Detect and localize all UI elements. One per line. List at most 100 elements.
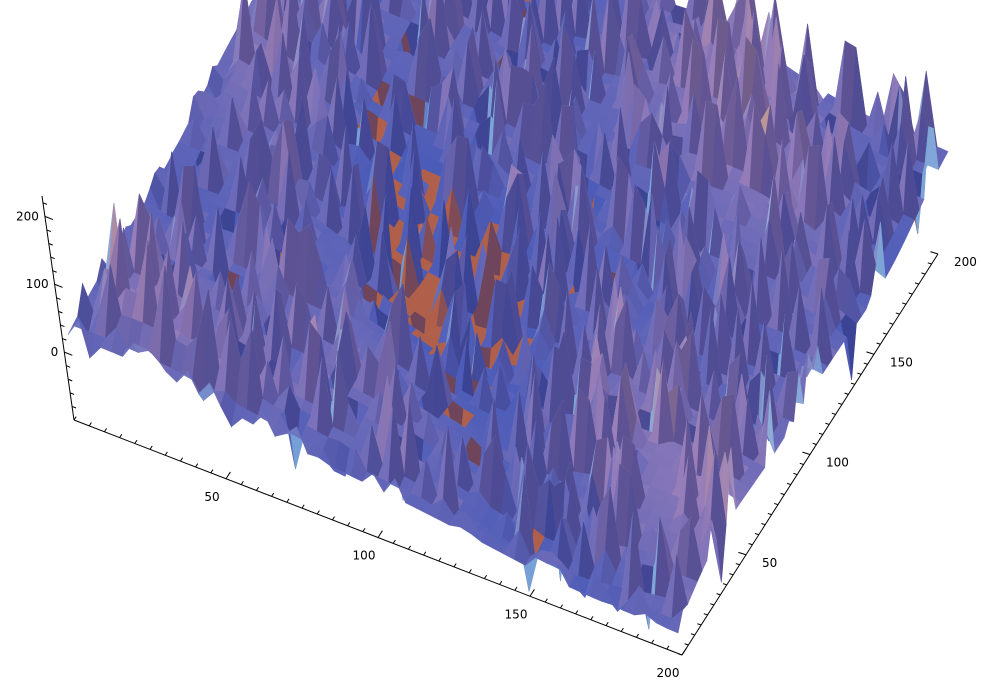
y-tick-mark [930, 251, 939, 255]
y-tick-mark [697, 623, 702, 626]
x-tick-mark [438, 557, 442, 562]
x-tick-mark [453, 563, 457, 568]
y-tick-mark [863, 362, 868, 365]
axes: 50 100 150 200 50 100 150 200 0 100 200 [16, 195, 977, 680]
x-tick-mark [407, 545, 412, 550]
y-tick-mark [882, 332, 887, 335]
surface-patch [666, 608, 684, 634]
x-tick-mark [392, 539, 396, 544]
z-tick-mark [48, 243, 53, 246]
x-tick-mark [590, 616, 594, 621]
y-tick-mark [799, 462, 804, 466]
x-tick-mark [164, 451, 168, 456]
x-tick-mark [179, 457, 184, 462]
x-tick-mark [666, 645, 670, 650]
x-tick-mark [195, 463, 199, 468]
y-tick-mark [857, 372, 862, 375]
y-tick-mark [716, 593, 721, 596]
y-tick-mark [838, 402, 843, 405]
z-tick-mark [58, 310, 63, 314]
z-tick-mark [67, 378, 73, 382]
y-tick-label: 200 [954, 255, 977, 269]
y-tick-mark [767, 512, 772, 516]
x-tick-mark [468, 569, 472, 574]
z-axis-line [41, 195, 75, 421]
surface-mesh [67, 0, 949, 634]
z-tick-mark [54, 283, 63, 288]
x-tick-mark [88, 422, 92, 427]
y-tick-mark [818, 432, 823, 435]
z-tick-label: 0 [51, 345, 59, 359]
y-tick-mark [921, 272, 926, 275]
y-tick-mark [761, 522, 766, 526]
y-tick-mark [748, 543, 753, 546]
y-tick-mark [908, 292, 913, 295]
x-tick-mark [529, 589, 535, 597]
x-tick-mark [119, 433, 123, 438]
z-tick-mark [62, 338, 67, 341]
x-tick-mark [499, 580, 503, 585]
z-tick-mark [50, 256, 55, 260]
y-tick-mark [738, 551, 747, 556]
y-tick-mark [722, 583, 727, 586]
x-tick-mark [301, 504, 305, 509]
x-tick-mark [347, 522, 351, 527]
x-tick-mark [483, 574, 488, 579]
y-tick-mark [825, 422, 830, 425]
z-tick-mark [71, 405, 77, 409]
z-tick-mark [56, 297, 61, 300]
y-tick-mark [812, 442, 817, 445]
y-tick-mark [876, 342, 881, 345]
y-tick-label: 100 [826, 456, 849, 470]
x-tick-label: 150 [505, 607, 528, 621]
x-tick-mark [210, 469, 214, 474]
x-tick-label: 200 [657, 666, 680, 680]
x-tick-mark [103, 428, 108, 433]
z-tick-label: 100 [26, 277, 49, 291]
y-tick-mark [793, 472, 798, 476]
y-tick-mark [850, 382, 855, 385]
y-tick-mark [786, 482, 791, 486]
z-tick-mark [52, 270, 57, 273]
y-tick-mark [710, 603, 715, 606]
x-tick-mark [651, 639, 655, 644]
surface-patch [602, 0, 608, 4]
x-tick-mark [255, 486, 260, 491]
y-tick-mark [895, 312, 900, 315]
x-tick-mark [423, 551, 427, 556]
y-tick-mark [690, 633, 695, 636]
y-tick-mark [754, 533, 759, 536]
y-tick-label: 50 [762, 556, 777, 570]
x-tick-mark [544, 598, 548, 603]
z-tick-mark [69, 392, 75, 395]
y-tick-mark [889, 322, 894, 325]
x-tick-mark [559, 604, 564, 609]
y-tick-mark [735, 563, 740, 566]
y-tick-mark [802, 451, 811, 455]
x-tick-mark [362, 527, 366, 532]
x-tick-mark [575, 610, 579, 615]
y-tick-mark [866, 351, 875, 355]
x-tick-mark [377, 530, 383, 538]
x-tick-mark [514, 586, 518, 591]
y-tick-mark [780, 492, 785, 496]
z-tick-mark [44, 215, 54, 221]
surface-patch [646, 0, 655, 10]
y-tick-mark [678, 653, 683, 656]
x-tick-label: 100 [353, 549, 376, 563]
x-tick-mark [286, 498, 290, 503]
y-tick-mark [914, 282, 919, 285]
x-tick-mark [149, 445, 153, 450]
x-tick-mark [316, 510, 320, 515]
x-tick-mark [605, 621, 609, 626]
y-tick-mark [703, 613, 708, 616]
x-tick-mark [271, 492, 275, 497]
surface-patch [321, 0, 329, 30]
surface-patch [840, 314, 857, 381]
x-tick-label: 50 [204, 490, 219, 504]
x-tick-mark [635, 633, 640, 638]
y-tick-mark [844, 392, 849, 395]
y-tick-label: 150 [890, 355, 913, 369]
y-tick-mark [927, 262, 932, 265]
